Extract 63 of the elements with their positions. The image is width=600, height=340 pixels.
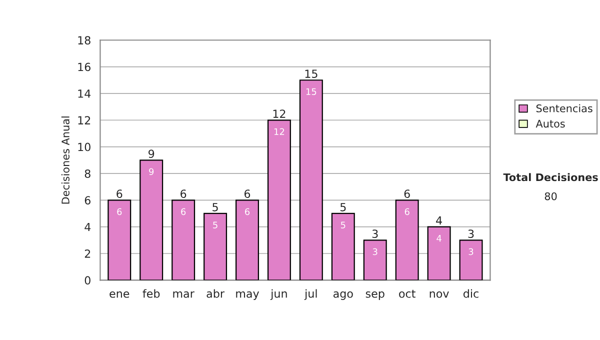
text: Total Decisiones <box>503 173 598 182</box>
x-tick-label: dic <box>464 289 478 298</box>
y-tick-label: 4 <box>84 222 91 232</box>
x-tick-label: abr <box>206 289 224 298</box>
y-tick-label: 16 <box>78 62 90 72</box>
bar <box>236 200 259 280</box>
bar <box>299 80 323 280</box>
y-tick-label: 12 <box>78 116 90 124</box>
y-tick-label: 0 <box>84 276 90 285</box>
bar <box>108 200 132 280</box>
bar <box>267 120 291 280</box>
y-tick-label: 2 <box>84 249 90 258</box>
data-label: 3 <box>372 248 378 256</box>
y-tick-label: 8 <box>84 169 90 178</box>
total-label: 9 <box>148 150 154 158</box>
total-label: 3 <box>372 230 378 238</box>
y-tick-label: 6 <box>84 196 90 205</box>
legend-label: Sentencias <box>536 104 592 112</box>
data-label: 5 <box>340 222 346 228</box>
total-label: 12 <box>273 110 286 118</box>
x-tick-label: feb <box>142 289 160 298</box>
y-tick-label: 10 <box>78 142 90 152</box>
data-label: 12 <box>274 128 284 135</box>
bar <box>363 240 387 280</box>
y-tick-label: 18 <box>78 36 90 44</box>
data-label: 4 <box>436 235 442 242</box>
x-tick-label: ago <box>333 291 353 300</box>
data-label: 6 <box>404 208 410 216</box>
bar <box>331 212 355 280</box>
total-label: 5 <box>340 203 346 212</box>
data-label: 9 <box>149 168 154 176</box>
total-label: 3 <box>468 230 474 238</box>
x-tick-label: ene <box>110 291 130 298</box>
data-label: 6 <box>181 208 186 216</box>
x-tick-label: sep <box>366 291 384 300</box>
x-tick-label: jul <box>304 289 317 300</box>
y-tick-label: 14 <box>78 90 91 98</box>
data-label: 15 <box>306 88 316 96</box>
text: 80 <box>544 192 557 200</box>
total-label: 6 <box>180 190 186 198</box>
x-tick-label: jun <box>270 289 287 300</box>
bar <box>172 200 196 280</box>
data-label: 5 <box>213 222 218 228</box>
bar <box>395 200 419 280</box>
x-tick-label: nov <box>430 291 449 298</box>
total-label: 5 <box>212 203 218 212</box>
total-label: 4 <box>436 216 442 225</box>
total-label: 6 <box>244 190 250 198</box>
data-label: 6 <box>117 208 122 216</box>
data-label: 3 <box>468 248 474 256</box>
total-label: 6 <box>116 190 122 198</box>
x-tick-label: mar <box>173 291 194 298</box>
total-label: 15 <box>305 70 318 78</box>
total-label: 6 <box>404 190 410 198</box>
x-tick-label: may <box>236 291 260 300</box>
y-axis-title: Decisiones Anual <box>61 116 70 204</box>
bar <box>204 212 228 280</box>
data-label: 6 <box>245 208 250 216</box>
bar <box>140 160 164 280</box>
bar <box>427 226 451 280</box>
legend-label: Autos <box>536 120 565 128</box>
x-tick-label: oct <box>399 290 416 298</box>
bar <box>459 240 483 280</box>
